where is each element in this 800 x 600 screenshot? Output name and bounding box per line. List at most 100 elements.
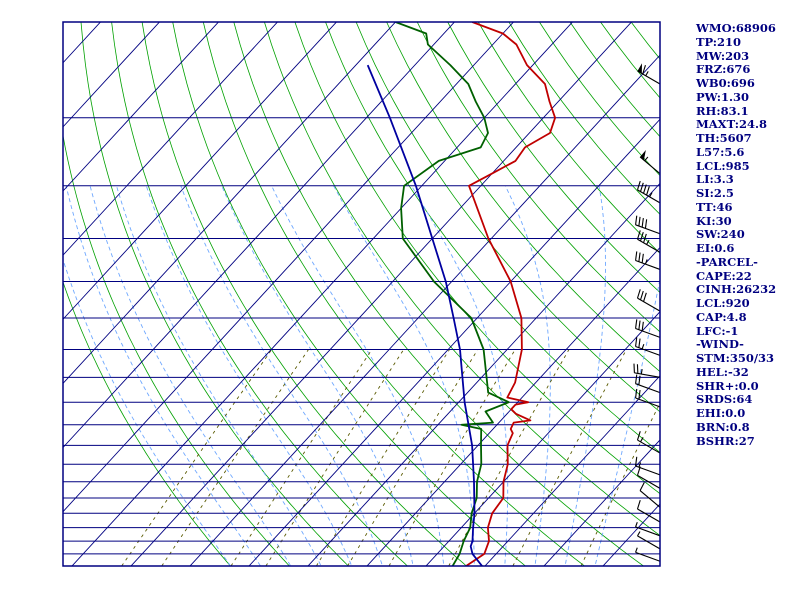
index-value: LFC:-1 [696,323,739,338]
wind-barbs [633,63,661,562]
chart-grid [0,10,660,578]
index-value: PW:1.30 [696,89,750,104]
dry-adiabat [80,22,349,566]
isotherm [63,22,338,320]
wind-barb [635,522,661,537]
index-value: -PARCEL- [696,254,758,269]
index-value: SRDS:64 [696,392,753,407]
dry-adiabat [141,22,468,566]
wind-barb [633,363,661,378]
isotherm [63,22,161,128]
dry-adiabat [63,280,231,566]
index-value: WMO:68906 [696,21,776,35]
moist-adiabat [89,185,292,566]
dry-adiabat [172,22,527,566]
index-value: BRN:0.8 [696,419,750,434]
index-value: TP:210 [696,34,742,49]
wind-barb [637,63,661,85]
isotherm [71,22,574,566]
index-value: TT:46 [696,199,733,214]
isotherm [484,375,660,566]
wind-barb [639,482,661,508]
index-value: RH:83.1 [696,103,749,118]
isotherm [189,54,660,566]
index-value: BSHR:27 [696,433,755,448]
isotherm [63,22,456,449]
indices-panel: WMO:68906 TP:210 MW:203 FRZ:676 WB0:696 PW:1.… [696,21,800,448]
index-value: LI:3.3 [696,172,734,187]
isotherm [0,10,53,578]
moist-adiabat [271,185,445,566]
index-value: SW:240 [696,227,745,242]
plot-background [63,22,660,566]
index-value: EI:0.6 [696,241,735,255]
index-value: CAP:4.8 [696,309,747,324]
index-value: WB0:696 [696,76,755,90]
index-value: SI:2.5 [696,186,734,200]
wind-barb [635,337,661,356]
moist-adiabat [116,185,322,566]
wind-barb [635,251,661,270]
dry-adiabat [477,22,660,254]
wind-barb [636,466,661,489]
moist-adiabat [63,258,232,566]
wind-barb [636,289,661,312]
dry-adiabat [111,22,408,566]
isotherm [63,22,220,192]
wind-barb [635,215,661,235]
moist-adiabat [180,185,383,566]
dry-adiabat [416,22,660,333]
wind-barb [636,431,661,454]
isotherm [63,22,397,385]
moist-adiabat [564,185,606,566]
dry-adiabat [202,22,586,566]
moist-adiabat [594,276,660,566]
isotherm [63,22,279,256]
index-value: MW:203 [696,48,750,63]
isotherm [543,439,660,566]
index-value: FRZ:676 [696,62,751,77]
wind-barb [635,319,661,338]
index-value: STM:350/33 [696,351,775,365]
isotherm [307,182,660,566]
index-value: LCL:985 [696,158,750,173]
moist-adiabat [145,185,353,566]
index-value: KI:30 [696,213,732,228]
dry-adiabat [386,22,660,373]
dry-adiabat [447,22,660,293]
temperature-trace [465,22,556,566]
index-value: LCL:920 [696,296,750,310]
isotherm [130,22,633,566]
index-value: -WIND- [696,337,744,352]
index-value: L57:5.6 [696,144,745,159]
wind-barb [637,531,661,550]
dry-adiabat [63,133,290,566]
isotherm [248,118,660,566]
parcel-trace [366,64,483,566]
wind-barb [635,374,661,394]
index-value: CAPE:22 [696,268,752,283]
isotherm [425,310,660,566]
wind-barb [636,230,661,253]
moist-adiabat [221,185,414,566]
plot-frame [62,21,661,567]
index-value: SHR+:0.0 [696,378,759,393]
isotherm [366,246,660,566]
index-value: MAXT:24.8 [696,117,767,132]
index-value: TH:5607 [696,131,752,145]
dry-adiabat [294,22,660,495]
wind-barb [636,500,661,523]
isotherm [63,22,515,513]
dewpoint-trace [395,22,510,566]
index-value: EHI:0.0 [696,406,746,420]
wind-barb [639,150,661,175]
index-value: HEL:-32 [696,364,749,379]
moist-adiabat [504,185,551,566]
index-value: CINH:26232 [696,282,777,297]
wind-barb [635,547,661,562]
axis-labels [62,21,661,567]
moist-adiabat [65,185,262,566]
wind-barb [636,180,661,204]
dry-adiabat [264,22,660,537]
